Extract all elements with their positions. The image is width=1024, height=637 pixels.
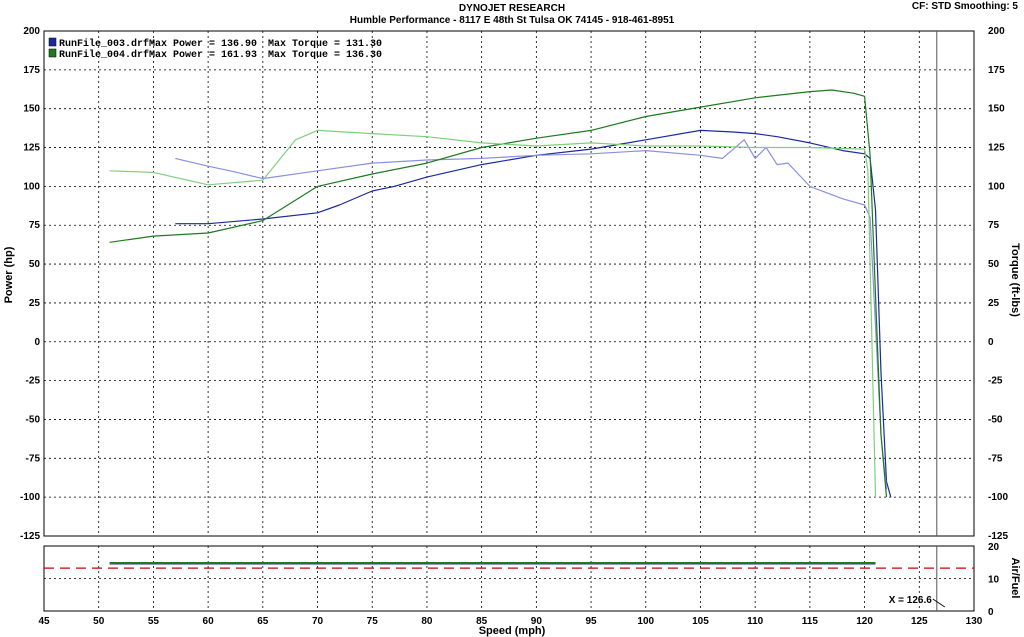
- series-line-p004: [109, 89, 888, 498]
- afr-axis-label: Air/Fuel: [1009, 558, 1021, 599]
- x-tick-label: 125: [911, 616, 928, 627]
- x-tick-label: 90: [531, 616, 543, 627]
- y2-tick-label: 75: [988, 220, 1000, 231]
- y2-tick-label: -25: [988, 376, 1003, 387]
- x-tick-label: 115: [802, 616, 819, 627]
- power-torque-plot: 200 200 175 175 150 150 125 125 100 100 75 75 50 50 25…: [20, 26, 1008, 542]
- x-tick-label: 75: [367, 616, 379, 627]
- y2-tick-label: 0: [988, 337, 994, 348]
- y2-tick-label: 150: [988, 104, 1005, 115]
- series-line-t003: [175, 139, 888, 490]
- y2-tick-label: 50: [988, 259, 1000, 270]
- x-tick-label: 95: [585, 616, 597, 627]
- y2-tick-label: -100: [988, 492, 1008, 503]
- y-tick-label: 75: [29, 220, 41, 231]
- plot-frame: [43, 30, 975, 537]
- legend-max-power: Max Power = 161.93: [149, 50, 257, 61]
- x-tick-label: 85: [476, 616, 488, 627]
- x-axis-label: Speed (mph): [479, 625, 546, 637]
- y2-tick-label: 100: [988, 181, 1005, 192]
- legend-file: RunFile_004.drf: [59, 49, 149, 61]
- y-tick-label: -125: [20, 531, 40, 542]
- correction-settings: CF: STD Smoothing: 5: [911, 1, 1018, 12]
- y2-axis-label: Torque (ft-lbs): [1009, 243, 1021, 317]
- x-tick-label: 50: [93, 616, 105, 627]
- y2-tick-label: 200: [988, 26, 1005, 37]
- legend-max-torque: Max Torque = 131.30: [268, 39, 382, 50]
- series-line-t004: [109, 129, 877, 498]
- y-tick-label: 125: [23, 143, 40, 154]
- y-tick-label: 25: [29, 298, 41, 309]
- cursor-leader-line: [932, 598, 946, 608]
- y-tick-label: -50: [26, 414, 41, 425]
- legend-max-power: Max Power = 136.90: [149, 39, 257, 50]
- cursor-value-label: X = 126.6: [889, 595, 933, 606]
- y-tick-label: 100: [23, 181, 40, 192]
- y2-tick-label: -50: [988, 414, 1003, 425]
- afr-tick-label: 10: [988, 575, 1000, 586]
- y-axis-label: Power (hp): [3, 246, 15, 303]
- legend-max-torque: Max Torque = 136.30: [268, 50, 382, 61]
- y-tick-label: 0: [34, 337, 40, 348]
- x-tick-label: 70: [312, 616, 324, 627]
- y2-tick-label: 25: [988, 298, 1000, 309]
- x-tick-label: 45: [38, 616, 50, 627]
- x-tick-label: 65: [257, 616, 269, 627]
- y-tick-label: -75: [26, 453, 41, 464]
- y2-tick-label: 125: [988, 143, 1005, 154]
- legend-swatch: [48, 48, 57, 58]
- air-fuel-plot: 45 50 55 60 65 70 75 80 85 90 95 100 105 110 115 120 125…: [38, 542, 999, 627]
- legend-file: RunFile_003.drf: [59, 38, 149, 50]
- y-tick-label: -25: [26, 376, 41, 387]
- x-tick-label: 80: [421, 616, 433, 627]
- x-tick-label: 130: [966, 616, 983, 627]
- y-tick-label: 200: [23, 26, 40, 37]
- afr-tick-label: 20: [988, 542, 1000, 553]
- legend-swatch: [48, 37, 57, 47]
- x-tick-label: 120: [856, 616, 873, 627]
- x-tick-label: 60: [203, 616, 215, 627]
- y-tick-label: -100: [20, 492, 40, 503]
- y-tick-label: 50: [29, 259, 41, 270]
- afr-tick-label: 0: [988, 607, 994, 618]
- y-tick-label: 150: [23, 104, 40, 115]
- y2-tick-label: -125: [988, 531, 1008, 542]
- x-tick-label: 110: [747, 616, 764, 627]
- y2-tick-label: 175: [988, 65, 1005, 76]
- x-tick-label: 105: [692, 616, 709, 627]
- x-tick-label: 100: [637, 616, 654, 627]
- y2-tick-label: -75: [988, 453, 1003, 464]
- x-tick-label: 55: [148, 616, 160, 627]
- chart-subtitle: Humble Performance - 8117 E 48th St Tuls…: [349, 15, 675, 26]
- y-tick-label: 175: [23, 65, 40, 76]
- chart-title: DYNOJET RESEARCH: [458, 3, 566, 14]
